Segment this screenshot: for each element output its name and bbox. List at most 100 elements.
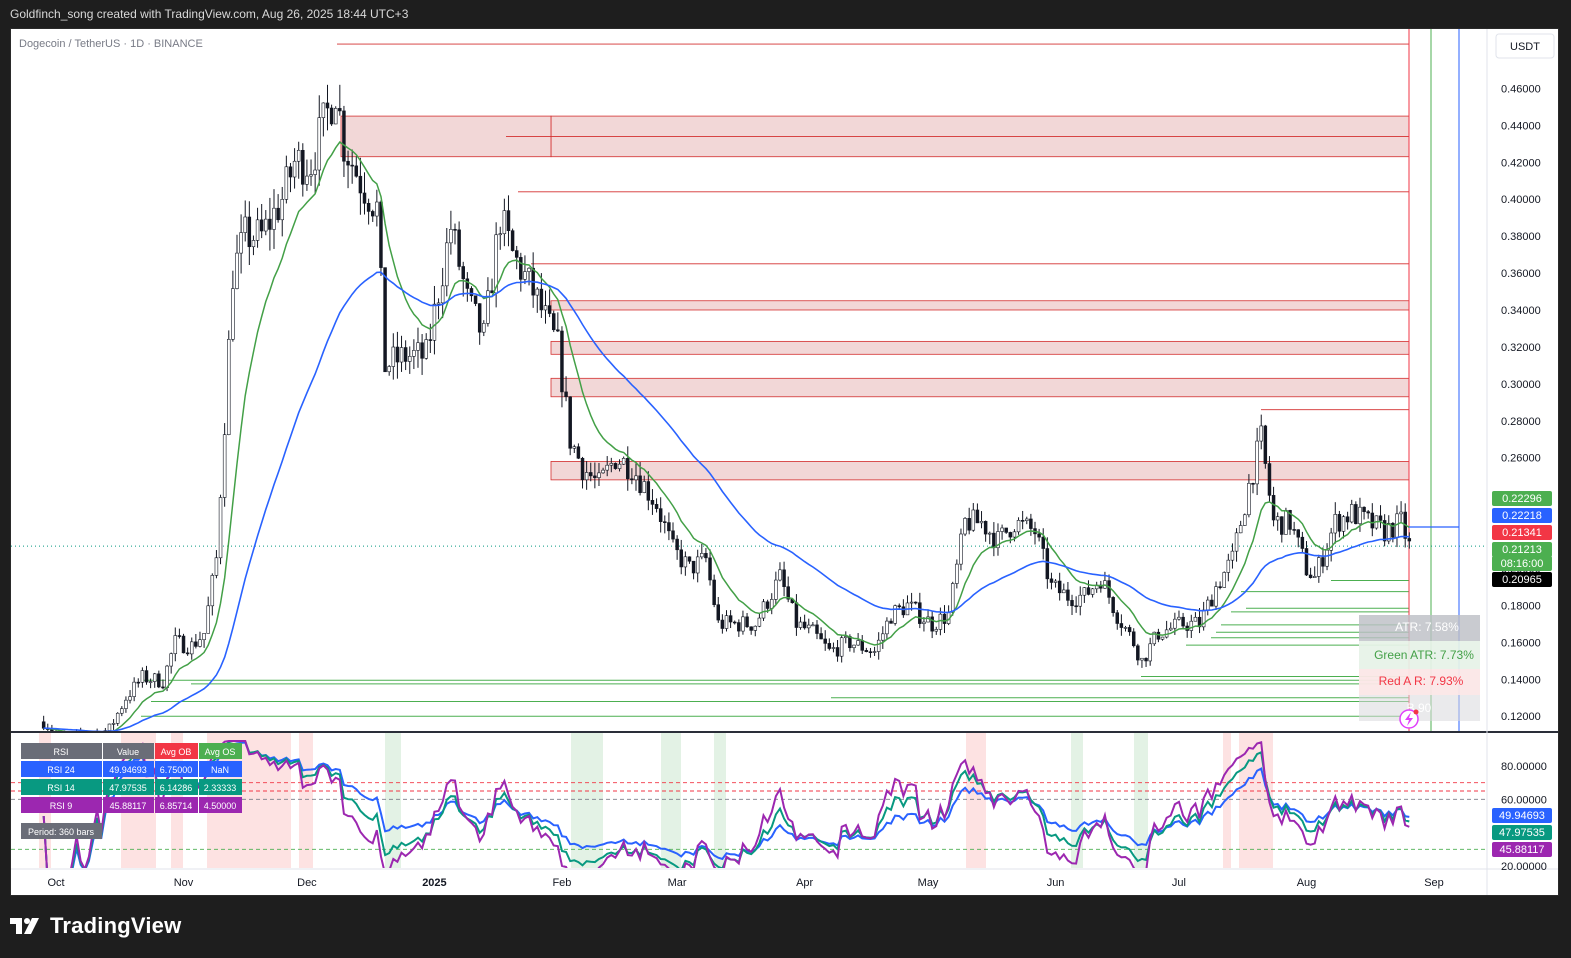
candle-body xyxy=(1325,549,1329,567)
rsi-label: 47.97535 xyxy=(1499,827,1545,839)
candle-body xyxy=(227,339,231,435)
candle-body xyxy=(679,549,683,568)
rsi-9-avg-ob: 6.85714 xyxy=(160,801,193,811)
candle-body xyxy=(1255,440,1259,485)
candle-body xyxy=(486,290,490,324)
candle-body xyxy=(1020,520,1025,522)
candle-body xyxy=(852,644,856,649)
candle-body xyxy=(1148,643,1152,662)
candle-body xyxy=(1131,631,1136,647)
candle-body xyxy=(194,641,198,647)
lightning-icon[interactable] xyxy=(1399,709,1419,729)
candle-body xyxy=(794,602,799,628)
rsi-table-header-avg-os: Avg OS xyxy=(205,747,236,757)
candle-body xyxy=(687,556,692,562)
candle-body xyxy=(1366,511,1370,514)
candle-body xyxy=(255,219,260,241)
candle-body xyxy=(1329,532,1333,551)
candle-body xyxy=(1045,548,1050,580)
candle-body xyxy=(124,699,128,709)
rsi-zone-band xyxy=(1223,733,1231,868)
candle-body xyxy=(885,620,889,635)
candle-body xyxy=(251,240,256,248)
candle-body xyxy=(1210,599,1214,607)
rsi-label-badge xyxy=(1492,808,1552,823)
candle-body xyxy=(1177,616,1181,620)
candle-body xyxy=(938,613,943,630)
price-tick-label: 0.36000 xyxy=(1501,268,1541,280)
price-tick-label: 0.28000 xyxy=(1501,416,1541,428)
time-tick-label: 2025 xyxy=(422,877,446,889)
candle-body xyxy=(1156,631,1161,640)
price-tick-label: 0.26000 xyxy=(1501,453,1541,465)
candle-body xyxy=(839,637,844,657)
time-tick-label: Dec xyxy=(297,877,317,889)
candle-body xyxy=(424,339,428,359)
rsi-14-avg-os: 2.33333 xyxy=(204,783,237,793)
candle-body xyxy=(366,202,371,212)
candle-body xyxy=(1391,522,1395,538)
candle-body xyxy=(1049,578,1054,583)
candle-body xyxy=(235,252,239,289)
candle-body xyxy=(1226,559,1231,573)
ema-slow-line xyxy=(43,271,1410,731)
candle-body xyxy=(465,278,470,289)
candle-body xyxy=(41,721,46,729)
price-tick-label: 0.16000 xyxy=(1501,637,1541,649)
candle-body xyxy=(819,633,823,640)
candle-body xyxy=(872,651,877,653)
candle-body xyxy=(218,497,223,559)
candle-body xyxy=(1074,605,1078,608)
candle-body xyxy=(720,619,725,629)
candle-body xyxy=(317,117,321,171)
candle-body xyxy=(642,481,646,493)
supply-zone xyxy=(550,377,1410,398)
candle-body xyxy=(955,563,959,584)
candle-body xyxy=(712,579,716,605)
candle-body xyxy=(181,635,186,654)
candle-body xyxy=(1115,612,1120,624)
candle-body xyxy=(321,102,326,118)
candle-body xyxy=(881,633,885,641)
candle-body xyxy=(1206,599,1210,611)
time-tick-label: Mar xyxy=(668,877,687,889)
candle-body xyxy=(1271,495,1276,521)
candle-body xyxy=(963,518,967,535)
candle-body xyxy=(1070,600,1074,607)
candle-body xyxy=(259,219,264,232)
candle-body xyxy=(1280,516,1284,535)
price-label: 0.21213 xyxy=(1502,544,1542,556)
candle-body xyxy=(683,556,688,568)
candle-body xyxy=(1057,580,1062,594)
candle-body xyxy=(786,586,790,600)
candle-body xyxy=(671,530,675,540)
candle-body xyxy=(214,557,219,576)
candle-body xyxy=(268,218,272,230)
candle-body xyxy=(408,356,412,362)
rsi-zone-band xyxy=(661,733,681,868)
candle-body xyxy=(482,323,486,333)
candle-body xyxy=(1234,532,1239,552)
time-tick-label: Nov xyxy=(174,877,194,889)
price-chart[interactable]: 0.480000.460000.440000.420000.400000.380… xyxy=(11,29,1558,895)
candle-body xyxy=(1107,580,1111,598)
candle-body xyxy=(765,601,770,609)
rsi-table-header-value: Value xyxy=(117,747,139,757)
candle-body xyxy=(1152,631,1157,645)
candle-body xyxy=(157,673,161,688)
price-label-badge xyxy=(1492,491,1552,506)
candle-body xyxy=(473,295,478,304)
currency-button[interactable]: USDT xyxy=(1495,33,1555,59)
candle-body xyxy=(630,478,634,481)
candle-body xyxy=(301,149,305,185)
price-label: 0.22296 xyxy=(1502,493,1542,505)
candle-body xyxy=(469,288,474,297)
candle-body xyxy=(1173,618,1177,629)
candle-body xyxy=(535,288,540,296)
candle-body xyxy=(1160,636,1165,640)
candle-body xyxy=(831,647,836,649)
candle-body xyxy=(1189,620,1194,631)
candle-body xyxy=(576,446,581,459)
candle-body xyxy=(1370,512,1375,529)
candle-body xyxy=(202,633,206,641)
